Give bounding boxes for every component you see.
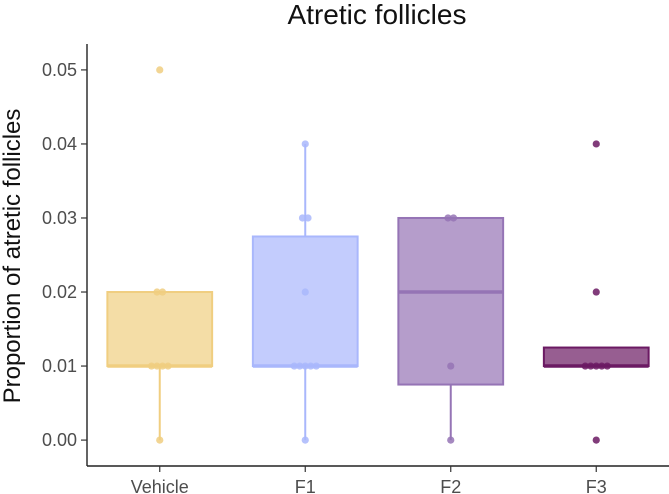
data-point <box>301 362 309 370</box>
x-tick-label: F2 <box>440 477 461 494</box>
data-point <box>301 288 309 296</box>
data-point <box>301 436 309 444</box>
data-point <box>592 436 600 444</box>
data-point <box>307 362 315 370</box>
data-point <box>312 362 320 370</box>
data-point <box>301 140 309 148</box>
data-point <box>444 214 452 222</box>
data-point <box>156 66 164 74</box>
data-point <box>587 362 595 370</box>
y-axis-label: Proportion of atretic follicles <box>0 109 26 404</box>
data-point <box>296 362 304 370</box>
data-point <box>447 362 455 370</box>
data-point <box>164 362 172 370</box>
chart-title: Atretic follicles <box>288 0 467 30</box>
data-point <box>156 436 164 444</box>
y-tick-label: 0.05 <box>42 60 77 80</box>
data-point <box>298 214 307 222</box>
y-tick-label: 0.01 <box>42 356 77 376</box>
data-point <box>449 214 458 222</box>
box <box>251 235 359 368</box>
plot-area <box>106 66 650 444</box>
data-point <box>592 362 600 370</box>
data-point <box>304 214 312 222</box>
y-tick-label: 0.03 <box>42 208 77 228</box>
data-point <box>592 288 600 296</box>
y-tick-label: 0.04 <box>42 134 77 154</box>
x-tick-label: F1 <box>295 477 316 494</box>
data-point <box>290 362 298 370</box>
data-point <box>598 362 606 370</box>
y-tick-label: 0.00 <box>42 430 77 450</box>
box-group-f1 <box>251 140 359 444</box>
data-point <box>581 362 589 370</box>
data-point <box>592 140 600 148</box>
y-tick-label: 0.02 <box>42 282 77 302</box>
x-tick-label: F3 <box>586 477 607 494</box>
data-point <box>153 362 161 370</box>
data-point <box>158 288 167 296</box>
data-point <box>147 362 156 370</box>
box <box>106 291 214 368</box>
box <box>397 216 505 386</box>
data-point <box>158 362 167 370</box>
x-tick-label: Vehicle <box>131 477 189 494</box>
box-group-f2 <box>397 214 505 444</box>
data-point <box>447 436 455 444</box>
data-point <box>603 362 611 370</box>
data-point <box>153 288 161 296</box>
box-group-f3 <box>542 140 650 444</box>
box-group-vehicle <box>106 66 214 444</box>
